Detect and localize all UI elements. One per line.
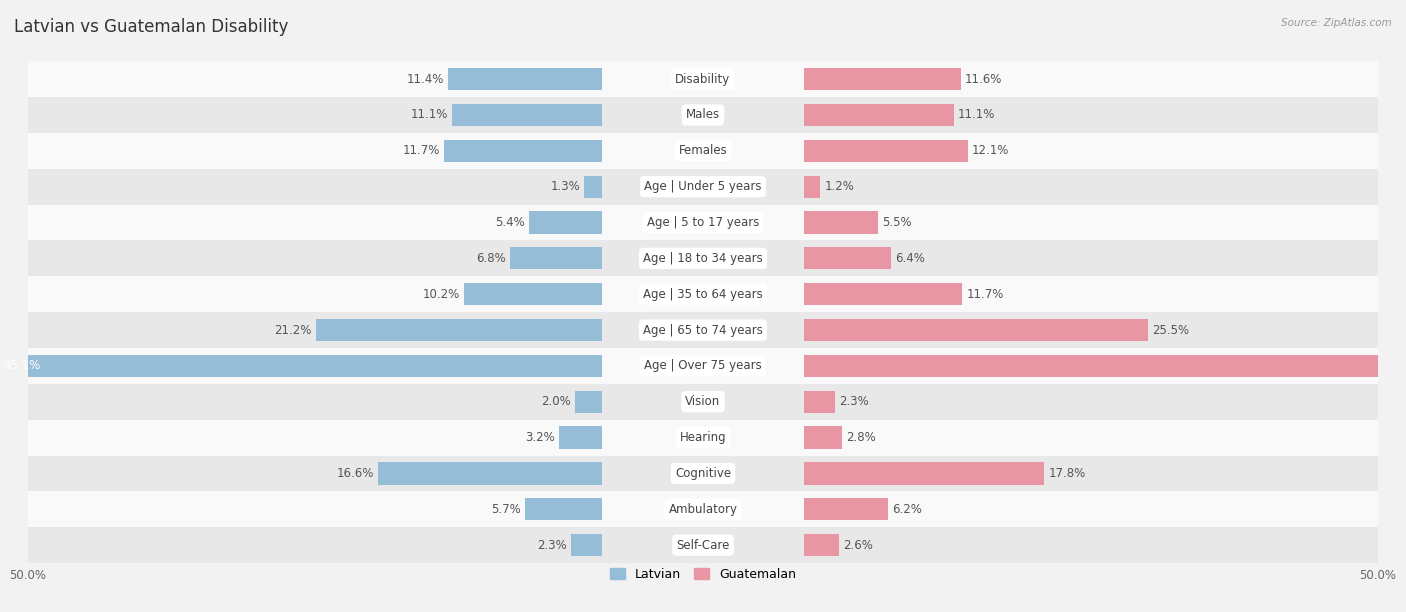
Bar bbox=[585, 176, 602, 198]
Bar bbox=[28, 420, 1378, 455]
Bar bbox=[804, 140, 967, 162]
Text: Age | 35 to 64 years: Age | 35 to 64 years bbox=[643, 288, 763, 300]
Bar bbox=[315, 319, 602, 341]
Bar bbox=[804, 390, 835, 413]
Text: 10.2%: 10.2% bbox=[423, 288, 460, 300]
Text: Age | 65 to 74 years: Age | 65 to 74 years bbox=[643, 324, 763, 337]
Bar bbox=[510, 247, 602, 269]
Bar bbox=[524, 498, 602, 520]
Bar bbox=[28, 312, 1378, 348]
Text: 21.2%: 21.2% bbox=[274, 324, 312, 337]
Text: 11.7%: 11.7% bbox=[966, 288, 1004, 300]
Text: 16.6%: 16.6% bbox=[336, 467, 374, 480]
Bar bbox=[804, 104, 955, 126]
Bar bbox=[804, 283, 962, 305]
Bar bbox=[28, 204, 1378, 241]
Text: 1.3%: 1.3% bbox=[550, 180, 581, 193]
Text: Latvian vs Guatemalan Disability: Latvian vs Guatemalan Disability bbox=[14, 18, 288, 36]
Bar bbox=[28, 348, 1378, 384]
Bar bbox=[804, 247, 890, 269]
Text: 11.1%: 11.1% bbox=[957, 108, 995, 121]
Text: 2.8%: 2.8% bbox=[846, 431, 876, 444]
Text: 1.2%: 1.2% bbox=[824, 180, 855, 193]
Text: 5.5%: 5.5% bbox=[883, 216, 912, 229]
Bar bbox=[0, 355, 602, 377]
Text: 45.1%: 45.1% bbox=[4, 359, 41, 372]
Text: Age | 18 to 34 years: Age | 18 to 34 years bbox=[643, 252, 763, 265]
Bar bbox=[804, 462, 1045, 485]
Bar bbox=[28, 61, 1378, 97]
Bar bbox=[28, 491, 1378, 527]
Text: Hearing: Hearing bbox=[679, 431, 727, 444]
Legend: Latvian, Guatemalan: Latvian, Guatemalan bbox=[605, 561, 801, 587]
Bar bbox=[804, 68, 960, 90]
Text: Cognitive: Cognitive bbox=[675, 467, 731, 480]
Bar bbox=[28, 527, 1378, 563]
Text: Self-Care: Self-Care bbox=[676, 539, 730, 551]
Bar bbox=[804, 211, 879, 234]
Bar bbox=[575, 390, 602, 413]
Bar bbox=[558, 427, 602, 449]
Text: 2.3%: 2.3% bbox=[537, 539, 567, 551]
Text: Vision: Vision bbox=[685, 395, 721, 408]
Bar bbox=[571, 534, 602, 556]
Bar bbox=[464, 283, 602, 305]
Bar bbox=[444, 140, 602, 162]
Bar bbox=[378, 462, 602, 485]
Bar bbox=[804, 427, 842, 449]
Text: 11.7%: 11.7% bbox=[402, 144, 440, 157]
Text: 25.5%: 25.5% bbox=[1153, 324, 1189, 337]
Text: Ambulatory: Ambulatory bbox=[668, 503, 738, 516]
Text: 2.6%: 2.6% bbox=[844, 539, 873, 551]
Text: 5.7%: 5.7% bbox=[491, 503, 520, 516]
Text: 11.6%: 11.6% bbox=[965, 73, 1002, 86]
Text: Disability: Disability bbox=[675, 73, 731, 86]
Bar bbox=[28, 133, 1378, 169]
Bar bbox=[449, 68, 602, 90]
Bar bbox=[804, 319, 1149, 341]
Text: 11.1%: 11.1% bbox=[411, 108, 449, 121]
Bar bbox=[804, 534, 839, 556]
Text: Females: Females bbox=[679, 144, 727, 157]
Bar bbox=[804, 355, 1406, 377]
Bar bbox=[28, 97, 1378, 133]
Bar bbox=[804, 176, 821, 198]
Bar bbox=[28, 276, 1378, 312]
Bar bbox=[28, 455, 1378, 491]
Text: 3.2%: 3.2% bbox=[524, 431, 554, 444]
Bar bbox=[28, 169, 1378, 204]
Text: 2.0%: 2.0% bbox=[541, 395, 571, 408]
Bar bbox=[804, 498, 889, 520]
Text: Age | Under 5 years: Age | Under 5 years bbox=[644, 180, 762, 193]
Text: 12.1%: 12.1% bbox=[972, 144, 1010, 157]
Text: Age | Over 75 years: Age | Over 75 years bbox=[644, 359, 762, 372]
Text: 6.4%: 6.4% bbox=[894, 252, 925, 265]
Text: 6.2%: 6.2% bbox=[891, 503, 922, 516]
Bar bbox=[28, 241, 1378, 276]
Text: Age | 5 to 17 years: Age | 5 to 17 years bbox=[647, 216, 759, 229]
Text: 17.8%: 17.8% bbox=[1049, 467, 1085, 480]
Text: 5.4%: 5.4% bbox=[495, 216, 524, 229]
Text: 6.8%: 6.8% bbox=[477, 252, 506, 265]
Text: 2.3%: 2.3% bbox=[839, 395, 869, 408]
Text: Males: Males bbox=[686, 108, 720, 121]
Text: 11.4%: 11.4% bbox=[406, 73, 444, 86]
Bar bbox=[529, 211, 602, 234]
Text: Source: ZipAtlas.com: Source: ZipAtlas.com bbox=[1281, 18, 1392, 28]
Bar bbox=[451, 104, 602, 126]
Bar bbox=[28, 384, 1378, 420]
